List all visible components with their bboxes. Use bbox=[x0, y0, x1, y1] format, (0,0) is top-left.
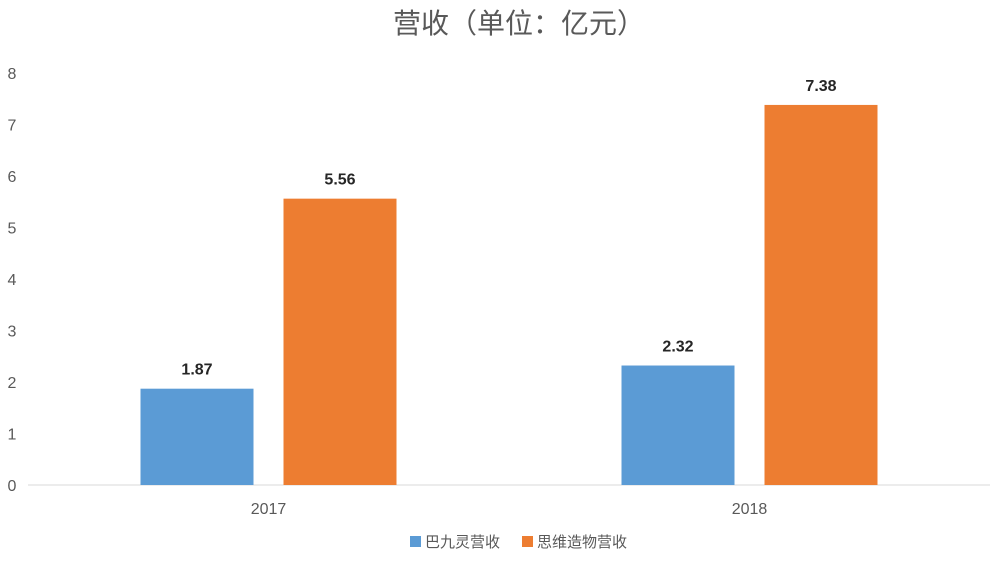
legend-label-0: 巴九灵营收 bbox=[425, 533, 500, 551]
y-tick-label: 6 bbox=[8, 169, 17, 186]
y-tick-label: 5 bbox=[8, 221, 17, 238]
legend-label-1: 思维造物营收 bbox=[537, 533, 627, 551]
legend-swatch-0 bbox=[410, 536, 421, 547]
legend-swatch-1 bbox=[522, 536, 533, 547]
y-tick-label: 3 bbox=[8, 324, 17, 341]
y-tick-label: 0 bbox=[8, 478, 17, 495]
bar-2017-series-1 bbox=[283, 198, 397, 485]
x-axis-ticks: 2017 2018 bbox=[251, 501, 768, 518]
data-label: 7.38 bbox=[805, 78, 836, 95]
y-tick-label: 2 bbox=[8, 375, 17, 392]
y-axis-ticks: 0 1 2 3 4 5 6 7 8 bbox=[8, 66, 17, 495]
bar-2018-series-1 bbox=[764, 104, 878, 486]
bar-2017-series-0 bbox=[140, 388, 254, 485]
legend: 巴九灵营收 思维造物营收 bbox=[410, 533, 627, 551]
data-label: 5.56 bbox=[324, 172, 355, 189]
bars bbox=[140, 104, 878, 486]
y-tick-label: 1 bbox=[8, 427, 17, 444]
x-tick-label: 2018 bbox=[732, 501, 768, 518]
y-tick-label: 8 bbox=[8, 66, 17, 83]
data-labels: 1.87 5.56 2.32 7.38 bbox=[181, 78, 836, 379]
x-tick-label: 2017 bbox=[251, 501, 287, 518]
chart-title: 营收（单位：亿元） bbox=[393, 7, 645, 40]
y-tick-label: 7 bbox=[8, 118, 17, 135]
bar-2018-series-0 bbox=[621, 365, 735, 485]
y-tick-label: 4 bbox=[8, 272, 17, 289]
data-label: 2.32 bbox=[662, 339, 693, 356]
data-label: 1.87 bbox=[181, 362, 212, 379]
